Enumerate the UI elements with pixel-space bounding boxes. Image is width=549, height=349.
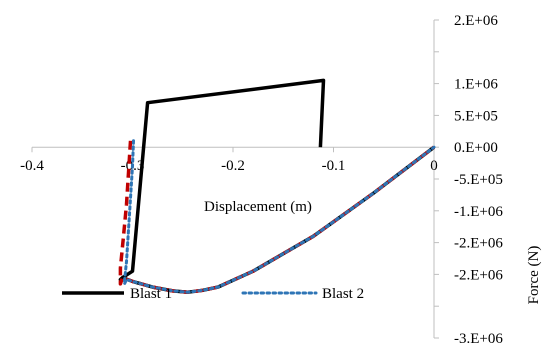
- legend: Blast 1 Blast 2: [62, 286, 364, 302]
- y-tick-label: 1.E+06: [454, 77, 498, 93]
- x-tick-label: -0.4: [20, 158, 44, 174]
- legend-label-3: Blast 2: [322, 286, 364, 302]
- series-line-3: [123, 139, 436, 294]
- x-tick-label: 0: [430, 158, 438, 174]
- y-tick-label: -2.E+06: [454, 267, 503, 283]
- y-tick-label: -3.E+06: [454, 331, 503, 347]
- series-line-2: [118, 140, 436, 294]
- y-axis-title: Force (N): [526, 246, 542, 305]
- y-tick-label: 2.E+06: [454, 13, 498, 29]
- y-tick-label: 5.E+05: [454, 108, 498, 124]
- y-tick-label: -2.E+06: [454, 236, 503, 252]
- axes: -0.4 -0.3 -0.2 -0.1 02.E+061.E+065.E+050.E+0…: [20, 13, 503, 347]
- x-tick-label: -0.1: [322, 158, 346, 174]
- x-tick-label: -0.2: [221, 158, 245, 174]
- x-axis-title: Displacement (m): [204, 199, 312, 215]
- series-line-1: [118, 78, 436, 294]
- legend-label-1: Blast 1: [130, 286, 172, 302]
- y-tick-label: -1.E+06: [454, 204, 503, 220]
- y-tick-label: -5.E+05: [454, 172, 503, 188]
- series-layer: [118, 78, 436, 294]
- y-tick-label: 0.E+00: [454, 140, 498, 156]
